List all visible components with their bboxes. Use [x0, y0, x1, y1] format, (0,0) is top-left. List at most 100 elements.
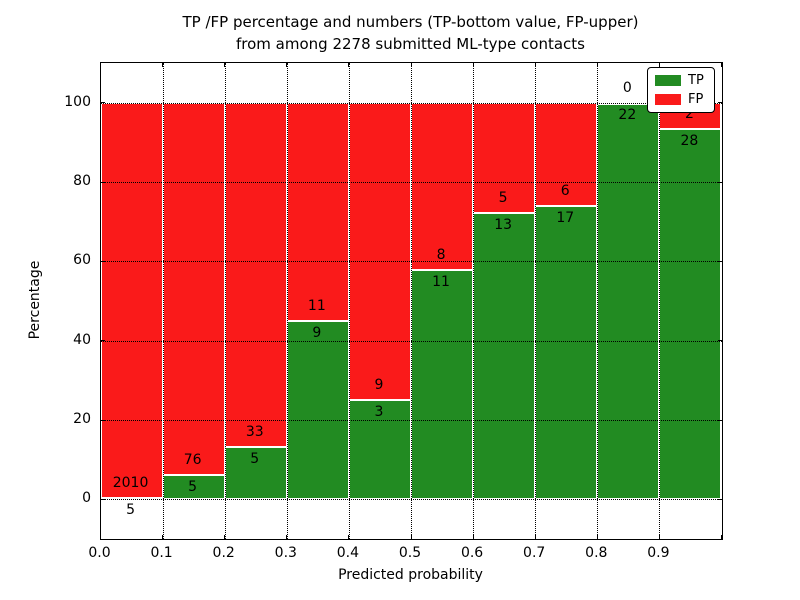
bar-count-fp-1: 76 [183, 451, 202, 468]
bar-segment-tp-9 [659, 129, 722, 500]
gridline-vertical-0.8 [597, 63, 599, 539]
bar-count-fp-2: 33 [245, 424, 264, 441]
bar-count-fp-3: 11 [307, 297, 326, 314]
x-tick-mark-bottom-0.7 [534, 535, 536, 539]
gridline-vertical-0.4 [348, 63, 350, 539]
x-tick-label-0.7: 0.7 [523, 545, 546, 561]
x-tick-mark-top-0.1 [162, 63, 164, 67]
x-tick-mark-top-1 [721, 63, 722, 67]
bar-segment-fp-1 [162, 102, 225, 475]
legend: TP FP [647, 67, 715, 113]
x-tick-mark-bottom-0.4 [348, 535, 350, 539]
bar-count-tp-5: 11 [432, 273, 450, 290]
bar-count-fp-8: 0 [622, 79, 632, 96]
x-tick-mark-top-0.2 [224, 63, 226, 67]
chart-title: TP /FP percentage and numbers (TP-bottom… [182, 13, 639, 53]
fp-color-swatch [655, 94, 681, 105]
legend-label-fp: FP [688, 91, 704, 107]
x-tick-mark-bottom-0.1 [162, 535, 164, 539]
gridline-vertical-0.6 [473, 63, 475, 539]
y-tick-mark-left-80 [100, 181, 105, 183]
y-tick-mark-right-80 [717, 181, 722, 183]
bars-layer [100, 63, 722, 539]
bar-count-fp-5: 8 [436, 246, 446, 263]
x-tick-mark-top-0.8 [596, 63, 598, 67]
x-tick-label-0.6: 0.6 [460, 545, 484, 561]
legend-label-tp: TP [688, 72, 704, 88]
y-tick-label-20: 20 [73, 411, 91, 427]
x-tick-mark-top-0.4 [348, 63, 350, 67]
x-tick-label-0.8: 0.8 [585, 545, 608, 561]
y-tick-mark-left-40 [100, 340, 105, 342]
x-tick-label-0.0: 0.0 [88, 545, 111, 561]
gridline-vertical-0.5 [411, 63, 412, 539]
x-tick-label-0.9: 0.9 [647, 545, 670, 561]
y-tick-label-80: 80 [73, 173, 91, 189]
bar-count-fp-0: 2010 [112, 475, 149, 492]
x-tick-mark-bottom-0.3 [286, 535, 288, 539]
x-tick-mark-bottom-0 [100, 535, 101, 539]
tp-color-swatch [655, 75, 681, 86]
x-tick-mark-top-0.9 [658, 63, 660, 67]
legend-entry-tp: TP [655, 72, 714, 88]
plot-area [99, 62, 723, 540]
y-tick-mark-left-60 [100, 260, 105, 262]
x-tick-mark-bottom-0.5 [410, 535, 412, 539]
y-tick-label-0: 0 [82, 490, 91, 507]
bar-segment-fp-0 [100, 102, 163, 499]
x-tick-mark-bottom-1 [721, 535, 722, 539]
bar-count-tp-7: 17 [556, 210, 575, 227]
bar-count-tp-0: 5 [126, 502, 135, 519]
bar-segment-tp-6 [473, 212, 536, 500]
x-tick-mark-bottom-0.8 [596, 535, 598, 539]
grid-layer [100, 63, 722, 539]
x-tick-mark-top-0 [100, 63, 101, 67]
bar-segment-tp-7 [535, 206, 598, 500]
ticks-layer [100, 63, 722, 539]
x-tick-mark-bottom-0.2 [224, 535, 226, 539]
x-tick-mark-bottom-0.9 [658, 535, 660, 539]
bar-segment-tp-1 [162, 474, 225, 500]
legend-entry-fp: FP [655, 91, 714, 107]
bar-segment-fp-4 [348, 102, 411, 401]
y-tick-mark-right-40 [717, 340, 722, 342]
bar-count-fp-9: 2 [684, 106, 694, 123]
x-axis-label: Predicted probability [338, 567, 483, 583]
bar-segment-tp-5 [411, 269, 474, 500]
y-tick-label-60: 60 [73, 252, 91, 269]
gridline-vertical-0.2 [224, 63, 226, 539]
gridline-vertical-0.9 [659, 63, 661, 539]
y-tick-label-100: 100 [64, 93, 91, 110]
bar-segment-fp-3 [286, 102, 349, 321]
y-tick-mark-left-20 [100, 419, 105, 421]
gridline-vertical-0.7 [535, 63, 537, 539]
bar-count-tp-2: 5 [250, 451, 260, 468]
bar-count-tp-1: 5 [188, 478, 198, 495]
x-tick-label-0.2: 0.2 [212, 545, 235, 561]
gridline-vertical-0.1 [162, 63, 164, 539]
bar-count-fp-7: 6 [560, 183, 570, 200]
x-tick-mark-top-0.7 [534, 63, 536, 67]
x-tick-mark-top-0.3 [286, 63, 288, 67]
x-tick-label-0.1: 0.1 [150, 545, 173, 561]
bar-count-fp-6: 5 [498, 189, 508, 206]
x-tick-mark-top-0.6 [472, 63, 474, 67]
bar-count-tp-9: 28 [680, 133, 699, 150]
y-tick-mark-left-100 [100, 102, 105, 104]
y-tick-mark-right-60 [717, 260, 722, 262]
x-tick-label-0.4: 0.4 [336, 545, 360, 561]
y-axis-label: Percentage [27, 260, 43, 340]
bar-count-tp-4: 3 [374, 404, 384, 421]
bar-segment-tp-4 [348, 400, 411, 500]
bar-count-fp-4: 9 [374, 377, 384, 394]
bar-count-tp-6: 13 [494, 216, 513, 233]
gridline-vertical-0.3 [286, 63, 288, 539]
y-tick-mark-right-0 [717, 498, 722, 500]
bar-count-tp-3: 9 [312, 324, 322, 341]
y-tick-mark-right-100 [717, 102, 722, 104]
bar-segment-fp-7 [535, 102, 598, 207]
x-tick-label-0.5: 0.5 [398, 545, 422, 561]
x-tick-mark-bottom-0.6 [472, 535, 474, 539]
x-tick-mark-top-0.5 [410, 63, 412, 67]
